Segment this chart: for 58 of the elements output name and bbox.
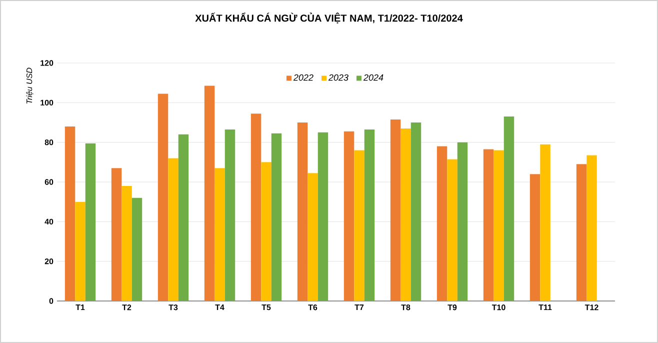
bar — [390, 120, 401, 301]
bar — [354, 150, 364, 301]
bar — [122, 186, 132, 301]
bar — [271, 133, 282, 301]
bar — [178, 134, 189, 301]
bar — [158, 94, 168, 301]
y-tick-label: 120 — [40, 60, 54, 66]
bar — [318, 132, 328, 301]
bar — [85, 143, 96, 301]
bar — [64, 126, 76, 301]
bar — [308, 173, 318, 301]
bar — [344, 131, 354, 301]
legend-label: 2023 — [328, 74, 348, 81]
bar — [261, 162, 272, 301]
y-tick-label: 40 — [44, 218, 54, 224]
bar — [364, 129, 375, 301]
y-axis-title: Triệu USD — [26, 68, 34, 104]
y-tick-label: 60 — [44, 179, 54, 185]
bar — [168, 158, 178, 301]
y-tick-label: 100 — [40, 100, 54, 106]
bar — [250, 114, 262, 301]
bar — [75, 202, 86, 301]
y-tick-label: 0 — [49, 298, 54, 304]
x-tick-label: T5 — [262, 304, 271, 310]
legend-label: 2024 — [363, 74, 384, 81]
bar — [436, 146, 448, 301]
bar — [410, 122, 422, 301]
bar — [504, 116, 514, 301]
bar — [204, 86, 215, 301]
x-tick-label: T4 — [215, 304, 224, 310]
bar — [494, 150, 504, 301]
bar — [586, 155, 597, 301]
bar — [540, 144, 550, 301]
x-tick-label: T1 — [76, 304, 85, 310]
bar — [297, 122, 308, 301]
x-tick-label: T7 — [354, 304, 364, 310]
x-tick-label: T12 — [584, 304, 598, 310]
bar — [483, 149, 494, 301]
bar — [111, 168, 122, 301]
y-tick-label: 20 — [44, 258, 54, 264]
bar — [447, 159, 458, 301]
x-tick-label: T2 — [122, 304, 132, 310]
bar — [457, 142, 468, 301]
bar — [530, 174, 540, 301]
x-tick-label: T9 — [448, 304, 457, 310]
x-tick-label: T10 — [492, 304, 506, 310]
bar — [224, 129, 236, 301]
x-tick-label: T11 — [538, 304, 552, 310]
bar — [576, 164, 587, 301]
x-tick-label: T8 — [401, 304, 410, 310]
legend-label: 2022 — [293, 74, 314, 81]
bar — [214, 168, 225, 301]
bar — [132, 198, 142, 301]
chart-title: XUẤT KHẨU CÁ NGỪ CỦA VIỆT NAM, T1/2022- T10/2024 — [195, 12, 463, 24]
x-tick-label: T3 — [168, 304, 178, 310]
bar — [400, 128, 411, 301]
x-tick-label: T6 — [308, 304, 318, 310]
y-tick-label: 80 — [44, 140, 54, 146]
